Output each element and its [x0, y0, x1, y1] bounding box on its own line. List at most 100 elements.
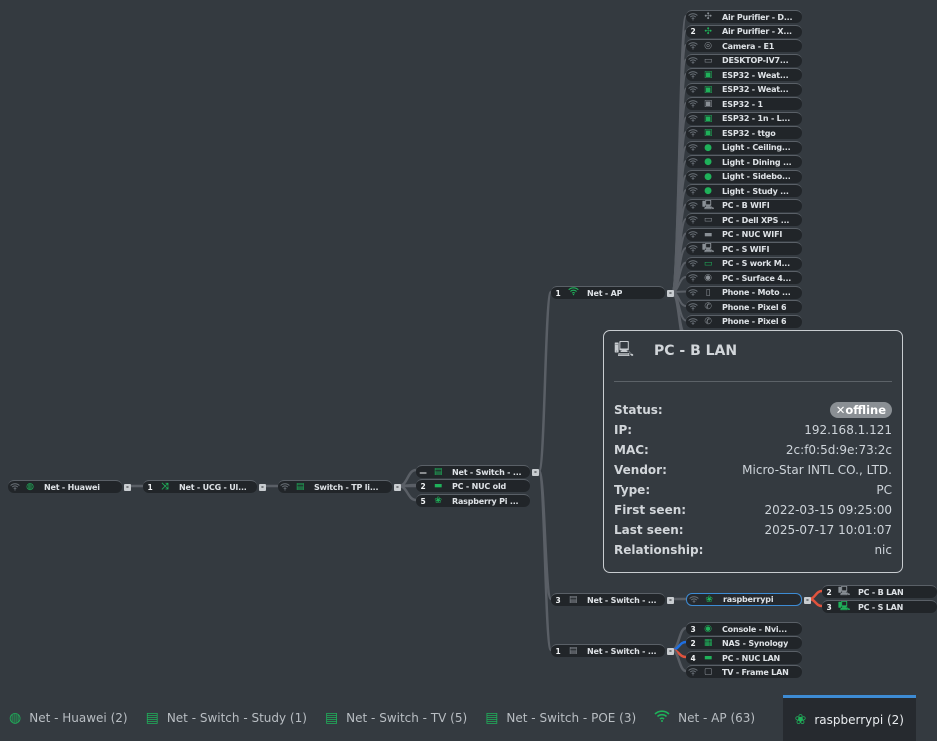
tv-icon: ▢ — [703, 667, 713, 677]
detail-value: Micro-Star INTL CO., LTD. — [742, 463, 892, 477]
switch-icon: ▤ — [295, 482, 305, 492]
monitor-icon: ▭ — [703, 55, 713, 66]
handset-icon: ✆ — [704, 316, 712, 327]
tree-node[interactable]: 1 ▤ Net - Switch - ... — [551, 644, 665, 657]
tree-node[interactable]: ▭ PC - Dell XPS ... — [686, 213, 802, 226]
tree-node[interactable]: 1 Net - AP — [551, 286, 665, 299]
collapse-button[interactable]: - — [394, 484, 401, 491]
detail-value: 2c:f0:5d:9e:73:2c — [785, 443, 892, 457]
status-value: offline — [845, 403, 886, 417]
tree-node[interactable]: 🖳 PC - S WIFI — [686, 242, 802, 255]
tree-node[interactable]: ● Light - Dining ... — [686, 155, 802, 168]
node-label: Light - Dining ... — [722, 157, 792, 167]
wifi-icon — [686, 668, 700, 676]
switch-icon: ▤ — [324, 710, 339, 726]
tree-node[interactable]: ● Light - Study ... — [686, 184, 802, 197]
tree-node[interactable]: ✆ Phone - Pixel 6 — [686, 314, 802, 328]
tree-node[interactable]: 🖳 PC - B WIFI — [686, 198, 802, 212]
tree-node[interactable]: ● Light - Ceiling... — [686, 140, 802, 154]
tree-node[interactable]: ✆ Phone - Pixel 6 — [686, 300, 802, 313]
collapse-button[interactable]: - — [259, 484, 266, 491]
tree-node[interactable]: ▯ Phone - Moto ... — [686, 285, 802, 299]
fan-icon: ✣ — [704, 12, 712, 22]
node-label: PC - B LAN — [858, 587, 904, 597]
tab-3[interactable]: ▤ Net - Switch - POE (3) — [476, 695, 645, 741]
tree-node[interactable]: ❀ raspberrypi — [686, 593, 802, 606]
collapse-button[interactable]: - — [804, 597, 811, 604]
tab-5[interactable]: ❀ raspberrypi (2) — [782, 695, 916, 741]
tree-node[interactable]: ▭ PC - S work M... — [686, 256, 802, 270]
divider — [614, 381, 892, 382]
wifi-icon — [686, 216, 700, 224]
tab-label: Net - Switch - TV (5) — [346, 711, 468, 725]
tree-node[interactable]: ▣ ESP32 - 1n - L... — [686, 111, 802, 125]
tree-node[interactable]: — ▤ Net - Switch - ... — [416, 465, 530, 478]
port-badge: 2 — [420, 481, 426, 491]
collapse-button[interactable]: - — [532, 469, 539, 476]
port-badge: 3 — [826, 602, 832, 612]
detail-row: MAC: 2c:f0:5d:9e:73:2c — [614, 440, 892, 460]
nuc-icon: ▬ — [703, 229, 713, 240]
tree-edge — [398, 484, 417, 502]
node-label: TV - Frame LAN — [722, 667, 789, 677]
tree-node[interactable]: ▢ TV - Frame LAN — [686, 665, 802, 678]
tab-0[interactable]: ◍ Net - Huawei (2) — [0, 695, 137, 741]
tree-node[interactable]: 4 ▬ PC - NUC LAN — [686, 651, 802, 664]
tree-node[interactable]: 2 ✣ Air Purifier - X... — [686, 24, 802, 38]
tree-node[interactable]: ▭ DESKTOP-IV7... — [686, 53, 802, 67]
port-badge: 1 — [555, 646, 561, 656]
tab-1[interactable]: ▤ Net - Switch - Study (1) — [137, 695, 316, 741]
tree-node[interactable]: 2 🖳 PC - B LAN — [822, 585, 937, 598]
tree-node[interactable]: ◎ Camera - E1 — [686, 39, 802, 52]
tree-node[interactable]: 3 🖳 PC - S LAN — [822, 600, 937, 613]
tree-node[interactable]: ▣ ESP32 - ttgo — [686, 126, 802, 139]
globe-icon: ◍ — [26, 482, 34, 492]
detail-row: Last seen: 2025-07-17 10:01:07 — [614, 520, 892, 540]
pc-icon: 🖳 — [702, 244, 714, 254]
collapse-button[interactable]: - — [667, 648, 674, 655]
collapse-button[interactable]: - — [667, 597, 674, 604]
tree-node[interactable]: 2 ▦ NAS - Synology — [686, 636, 802, 649]
tree-node[interactable]: ▣ ESP32 - Weat... — [686, 68, 802, 81]
handset-icon: ✆ — [704, 302, 712, 312]
node-label: Phone - Moto ... — [722, 288, 791, 297]
tree-node[interactable]: 2 ▬ PC - NUC old — [416, 479, 530, 492]
detail-value: nic — [874, 543, 892, 557]
tree-node[interactable]: ◉ PC - Surface 4... — [686, 271, 802, 284]
tree-node[interactable]: ◍ Net - Huawei — [8, 480, 122, 493]
tree-node[interactable]: ● Light - Sidebo... — [686, 169, 802, 183]
wifi-icon — [654, 710, 670, 726]
tree-node[interactable]: ▣ ESP32 - Weat... — [686, 82, 802, 96]
tab-bar: ◍ Net - Huawei (2) ▤ Net - Switch - Study (… — [0, 695, 937, 741]
node-label: PC - S LAN — [858, 602, 904, 612]
collapse-button[interactable]: - — [667, 290, 674, 297]
network-tree-canvas[interactable]: ◍ Net - Huawei - 1 ⤨ Net - UCG - Ul... - ▤ Switc… — [0, 0, 937, 695]
wifi-icon — [686, 274, 700, 282]
node-label: ESP32 - Weat... — [722, 85, 789, 94]
tree-node[interactable]: ▤ Switch - TP li... — [278, 480, 392, 493]
tree-node[interactable]: 3 ◉ Console - Nvi... — [686, 622, 802, 635]
tree-node[interactable]: 3 ▤ Net - Switch - ... — [551, 593, 665, 606]
tree-node[interactable]: ▬ PC - NUC WIFI — [686, 227, 802, 241]
tree-node[interactable]: ✣ Air Purifier - D... — [686, 10, 802, 23]
node-label: Phone - Pixel 6 — [722, 302, 787, 312]
pc-icon: 🖳 — [702, 200, 714, 211]
tab-label: Net - Huawei (2) — [29, 711, 128, 725]
tab-label: raspberrypi (2) — [814, 712, 904, 727]
tree-node[interactable]: 5 ❀ Raspberry Pi ... — [416, 494, 530, 507]
port-badge: 2 — [690, 27, 696, 36]
globe-icon: ◍ — [9, 710, 22, 726]
tree-node[interactable]: 1 ⤨ Net - UCG - Ul... — [143, 480, 257, 493]
tree-edge — [537, 290, 553, 473]
node-label: PC - Dell XPS ... — [722, 215, 790, 225]
detail-key: First seen: — [614, 503, 687, 517]
node-label: Net - AP — [587, 288, 623, 298]
tree-node[interactable]: ▣ ESP32 - 1 — [686, 97, 802, 110]
bulb-icon: ● — [704, 142, 712, 153]
tab-2[interactable]: ▤ Net - Switch - TV (5) — [316, 695, 476, 741]
node-label: PC - Surface 4... — [722, 273, 792, 283]
tab-4[interactable]: Net - AP (63) — [645, 695, 764, 741]
wifi-icon — [686, 100, 700, 108]
collapse-button[interactable]: - — [124, 484, 131, 491]
camera-icon: ◎ — [704, 41, 712, 51]
